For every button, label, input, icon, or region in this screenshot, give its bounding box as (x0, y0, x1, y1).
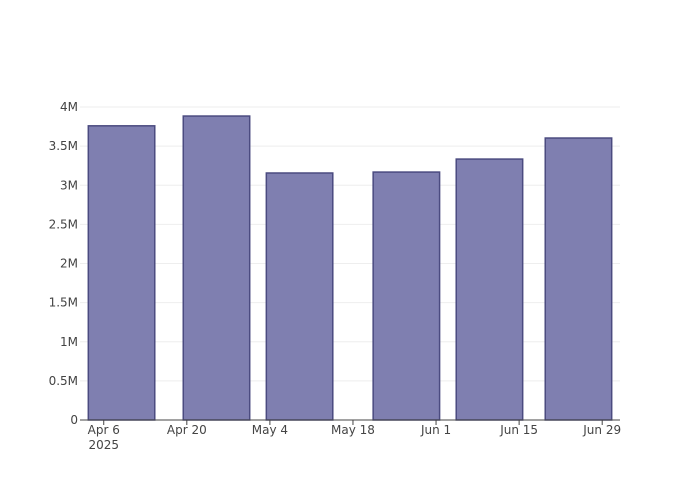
y-tick-label: 1M (60, 335, 78, 349)
y-tick-label: 4M (60, 100, 78, 114)
bar (455, 158, 524, 421)
bar (265, 172, 334, 421)
x-tick-label: Jun 1 (420, 423, 451, 437)
y-tick-label: 1.5M (49, 296, 78, 310)
bar (87, 125, 156, 421)
y-tick-label: 3.5M (49, 139, 78, 153)
y-tick-label: 0 (70, 413, 78, 427)
bar (372, 171, 441, 421)
y-tick-label: 2.5M (49, 217, 78, 231)
bar (544, 137, 613, 421)
x-tick-label: Jun 15 (499, 423, 538, 437)
y-tick-label: 2M (60, 257, 78, 271)
y-tick-label: 0.5M (49, 374, 78, 388)
y-tick-label: 3M (60, 178, 78, 192)
x-tick-label: May 18 (331, 423, 375, 437)
x-tick-label: Jun 29 (582, 423, 621, 437)
bar (182, 115, 251, 421)
x-tick-label: Apr 20 (167, 423, 207, 437)
x-tick-label: Apr 6 2025 (88, 423, 120, 452)
x-tick-label: May 4 (252, 423, 288, 437)
